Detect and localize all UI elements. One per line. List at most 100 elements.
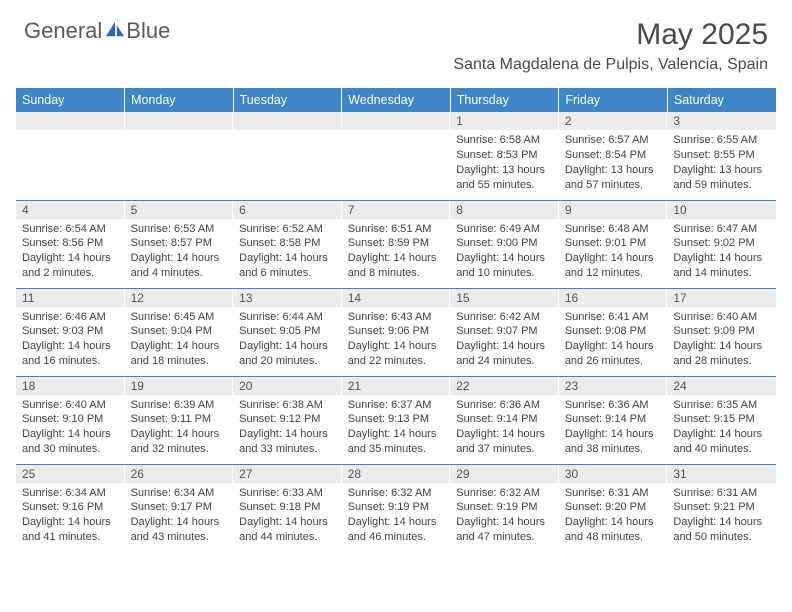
location-text: Santa Magdalena de Pulpis, Valencia, Spa… [453, 56, 768, 74]
day-details: Sunrise: 6:33 AMSunset: 9:18 PMDaylight:… [233, 483, 342, 551]
sunrise-line: Sunrise: 6:40 AM [22, 398, 118, 413]
calendar-cell: 25Sunrise: 6:34 AMSunset: 9:16 PMDayligh… [16, 464, 125, 552]
day-number: 29 [450, 465, 559, 483]
sunrise-line: Sunrise: 6:40 AM [673, 310, 770, 325]
calendar-table: SundayMondayTuesdayWednesdayThursdayFrid… [16, 88, 776, 552]
day-number: 16 [559, 289, 668, 307]
sunrise-line: Sunrise: 6:46 AM [22, 310, 118, 325]
calendar-cell: 5Sunrise: 6:53 AMSunset: 8:57 PMDaylight… [125, 200, 234, 288]
calendar-cell: 15Sunrise: 6:42 AMSunset: 9:07 PMDayligh… [450, 288, 559, 376]
calendar-cell [342, 112, 451, 200]
sunrise-line: Sunrise: 6:35 AM [673, 398, 770, 413]
calendar-cell: 18Sunrise: 6:40 AMSunset: 9:10 PMDayligh… [16, 376, 125, 464]
day-details: Sunrise: 6:45 AMSunset: 9:04 PMDaylight:… [125, 307, 234, 375]
day-details: Sunrise: 6:32 AMSunset: 9:19 PMDaylight:… [342, 483, 451, 551]
day-number: 25 [16, 465, 125, 483]
day-number: 7 [342, 201, 451, 219]
sunset-line: Sunset: 9:13 PM [348, 412, 444, 427]
day-number: 6 [233, 201, 342, 219]
sunrise-line: Sunrise: 6:36 AM [456, 398, 552, 413]
calendar-cell: 29Sunrise: 6:32 AMSunset: 9:19 PMDayligh… [450, 464, 559, 552]
sunrise-line: Sunrise: 6:34 AM [131, 486, 227, 501]
day-number: 17 [667, 289, 776, 307]
sunset-line: Sunset: 9:15 PM [673, 412, 770, 427]
day-number: 22 [450, 377, 559, 395]
calendar-cell: 31Sunrise: 6:31 AMSunset: 9:21 PMDayligh… [667, 464, 776, 552]
sunrise-line: Sunrise: 6:45 AM [131, 310, 227, 325]
day-number: 2 [559, 112, 668, 130]
day-details: Sunrise: 6:55 AMSunset: 8:55 PMDaylight:… [667, 130, 776, 198]
day-number: 28 [342, 465, 451, 483]
calendar-cell: 3Sunrise: 6:55 AMSunset: 8:55 PMDaylight… [667, 112, 776, 200]
calendar-cell: 11Sunrise: 6:46 AMSunset: 9:03 PMDayligh… [16, 288, 125, 376]
day-details: Sunrise: 6:31 AMSunset: 9:20 PMDaylight:… [559, 483, 668, 551]
day-number: 23 [559, 377, 668, 395]
brand-part1: General [24, 18, 102, 44]
sunrise-line: Sunrise: 6:41 AM [565, 310, 661, 325]
sunset-line: Sunset: 9:02 PM [673, 236, 770, 251]
day-number: 10 [667, 201, 776, 219]
calendar-cell: 27Sunrise: 6:33 AMSunset: 9:18 PMDayligh… [233, 464, 342, 552]
sunset-line: Sunset: 9:17 PM [131, 500, 227, 515]
day-number: 30 [559, 465, 668, 483]
calendar-cell: 6Sunrise: 6:52 AMSunset: 8:58 PMDaylight… [233, 200, 342, 288]
sunset-line: Sunset: 8:58 PM [239, 236, 335, 251]
calendar-cell: 21Sunrise: 6:37 AMSunset: 9:13 PMDayligh… [342, 376, 451, 464]
sunrise-line: Sunrise: 6:48 AM [565, 222, 661, 237]
calendar-cell: 20Sunrise: 6:38 AMSunset: 9:12 PMDayligh… [233, 376, 342, 464]
daylight-line: Daylight: 14 hours and 20 minutes. [239, 339, 335, 369]
daylight-line: Daylight: 14 hours and 50 minutes. [673, 515, 770, 545]
daylight-line: Daylight: 14 hours and 37 minutes. [456, 427, 552, 457]
day-details: Sunrise: 6:31 AMSunset: 9:21 PMDaylight:… [667, 483, 776, 551]
day-header: Saturday [667, 88, 776, 112]
calendar-cell: 13Sunrise: 6:44 AMSunset: 9:05 PMDayligh… [233, 288, 342, 376]
day-number: 13 [233, 289, 342, 307]
day-number: 20 [233, 377, 342, 395]
daylight-line: Daylight: 13 hours and 55 minutes. [456, 163, 552, 193]
day-number: 27 [233, 465, 342, 483]
daylight-line: Daylight: 14 hours and 14 minutes. [673, 251, 770, 281]
sunset-line: Sunset: 9:19 PM [456, 500, 552, 515]
sunset-line: Sunset: 8:55 PM [673, 148, 770, 163]
sunset-line: Sunset: 9:16 PM [22, 500, 118, 515]
sunrise-line: Sunrise: 6:31 AM [565, 486, 661, 501]
sunset-line: Sunset: 9:00 PM [456, 236, 552, 251]
day-header: Friday [559, 88, 668, 112]
daylight-line: Daylight: 13 hours and 57 minutes. [565, 163, 661, 193]
day-details: Sunrise: 6:44 AMSunset: 9:05 PMDaylight:… [233, 307, 342, 375]
sail-icon [104, 20, 126, 38]
sunset-line: Sunset: 9:14 PM [565, 412, 661, 427]
calendar-cell: 19Sunrise: 6:39 AMSunset: 9:11 PMDayligh… [125, 376, 234, 464]
day-details [16, 130, 125, 154]
sunrise-line: Sunrise: 6:32 AM [456, 486, 552, 501]
day-details: Sunrise: 6:34 AMSunset: 9:17 PMDaylight:… [125, 483, 234, 551]
sunset-line: Sunset: 8:54 PM [565, 148, 661, 163]
daylight-line: Daylight: 14 hours and 43 minutes. [131, 515, 227, 545]
calendar-head: SundayMondayTuesdayWednesdayThursdayFrid… [16, 88, 776, 112]
sunrise-line: Sunrise: 6:53 AM [131, 222, 227, 237]
calendar-cell: 10Sunrise: 6:47 AMSunset: 9:02 PMDayligh… [667, 200, 776, 288]
calendar-cell: 22 Sunrise: 6:36 AMSunset: 9:14 PMDayligh… [450, 376, 559, 464]
daylight-line: Daylight: 14 hours and 40 minutes. [673, 427, 770, 457]
sunrise-line: Sunrise: 6:43 AM [348, 310, 444, 325]
sunset-line: Sunset: 9:19 PM [348, 500, 444, 515]
brand-part2: Blue [126, 18, 170, 44]
calendar-cell: 1Sunrise: 6:58 AMSunset: 8:53 PMDaylight… [450, 112, 559, 200]
sunrise-line: Sunrise: 6:55 AM [673, 133, 770, 148]
day-details: Sunrise: 6:41 AMSunset: 9:08 PMDaylight:… [559, 307, 668, 375]
daylight-line: Daylight: 14 hours and 28 minutes. [673, 339, 770, 369]
sunrise-line: Sunrise: 6:34 AM [22, 486, 118, 501]
header: General Blue May 2025 Santa Magdalena de… [0, 0, 792, 82]
day-number: 31 [667, 465, 776, 483]
calendar-cell: 8Sunrise: 6:49 AMSunset: 9:00 PMDaylight… [450, 200, 559, 288]
daylight-line: Daylight: 14 hours and 22 minutes. [348, 339, 444, 369]
day-details [342, 130, 451, 154]
daylight-line: Daylight: 14 hours and 38 minutes. [565, 427, 661, 457]
day-number: 19 [125, 377, 234, 395]
day-number [233, 112, 342, 130]
daylight-line: Daylight: 14 hours and 18 minutes. [131, 339, 227, 369]
calendar-cell: 14Sunrise: 6:43 AMSunset: 9:06 PMDayligh… [342, 288, 451, 376]
sunset-line: Sunset: 9:14 PM [456, 412, 552, 427]
day-details: Sunrise: 6:52 AMSunset: 8:58 PMDaylight:… [233, 219, 342, 287]
sunrise-line: Sunrise: 6:37 AM [348, 398, 444, 413]
